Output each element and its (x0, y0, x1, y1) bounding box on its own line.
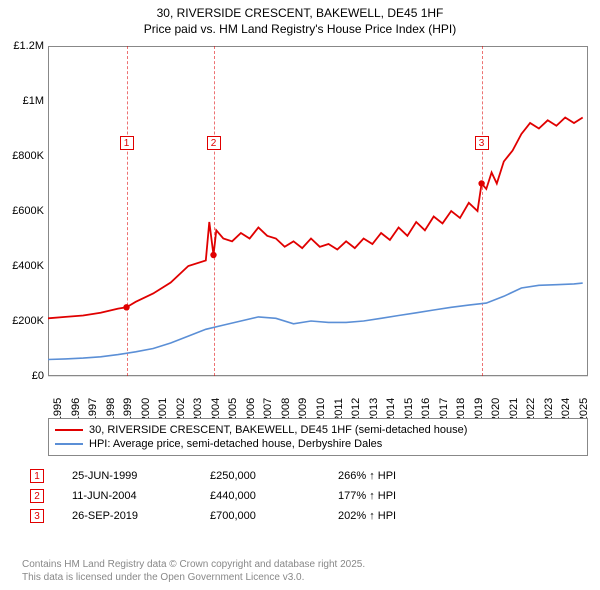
ytick-label: £400K (4, 260, 44, 272)
note-marker-box: 2 (30, 489, 44, 503)
ytick-label: £200K (4, 315, 44, 327)
title-block: 30, RIVERSIDE CRESCENT, BAKEWELL, DE45 1… (0, 0, 600, 37)
note-row: 3 26-SEP-2019 £700,000 202% ↑ HPI (30, 506, 396, 526)
note-price: £250,000 (210, 470, 310, 482)
note-row: 1 25-JUN-1999 £250,000 266% ↑ HPI (30, 466, 396, 486)
note-date: 25-JUN-1999 (72, 470, 182, 482)
footer-line-1: Contains HM Land Registry data © Crown c… (22, 558, 365, 571)
legend-item: HPI: Average price, semi-detached house,… (55, 437, 581, 451)
title-line-2: Price paid vs. HM Land Registry's House … (0, 22, 600, 38)
chart-container: 30, RIVERSIDE CRESCENT, BAKEWELL, DE45 1… (0, 0, 600, 590)
note-marker-box: 1 (30, 469, 44, 483)
note-row: 2 11-JUN-2004 £440,000 177% ↑ HPI (30, 486, 396, 506)
legend-label: 30, RIVERSIDE CRESCENT, BAKEWELL, DE45 1… (89, 424, 467, 436)
note-price: £440,000 (210, 490, 310, 502)
ytick-label: £1M (4, 95, 44, 107)
sale-dot (123, 304, 129, 310)
note-date: 26-SEP-2019 (72, 510, 182, 522)
legend-swatch (55, 429, 83, 431)
chart-svg (48, 46, 588, 376)
note-delta: 177% ↑ HPI (338, 490, 396, 502)
ytick-label: £1.2M (4, 40, 44, 52)
note-date: 11-JUN-2004 (72, 490, 182, 502)
footer: Contains HM Land Registry data © Crown c… (22, 558, 365, 584)
sale-dot (478, 180, 484, 186)
legend-label: HPI: Average price, semi-detached house,… (89, 438, 382, 450)
note-delta: 202% ↑ HPI (338, 510, 396, 522)
legend-swatch (55, 443, 83, 445)
legend-item: 30, RIVERSIDE CRESCENT, BAKEWELL, DE45 1… (55, 423, 581, 437)
ytick-label: £0 (4, 370, 44, 382)
legend: 30, RIVERSIDE CRESCENT, BAKEWELL, DE45 1… (48, 418, 588, 456)
footer-line-2: This data is licensed under the Open Gov… (22, 571, 365, 584)
gridline-h (48, 376, 588, 377)
title-line-1: 30, RIVERSIDE CRESCENT, BAKEWELL, DE45 1… (0, 6, 600, 22)
ytick-label: £800K (4, 150, 44, 162)
ytick-label: £600K (4, 205, 44, 217)
sale-dot (210, 252, 216, 258)
note-delta: 266% ↑ HPI (338, 470, 396, 482)
series-line (48, 118, 583, 319)
sale-notes: 1 25-JUN-1999 £250,000 266% ↑ HPI 2 11-J… (30, 466, 396, 526)
note-price: £700,000 (210, 510, 310, 522)
note-marker-box: 3 (30, 509, 44, 523)
series-line (48, 283, 583, 359)
